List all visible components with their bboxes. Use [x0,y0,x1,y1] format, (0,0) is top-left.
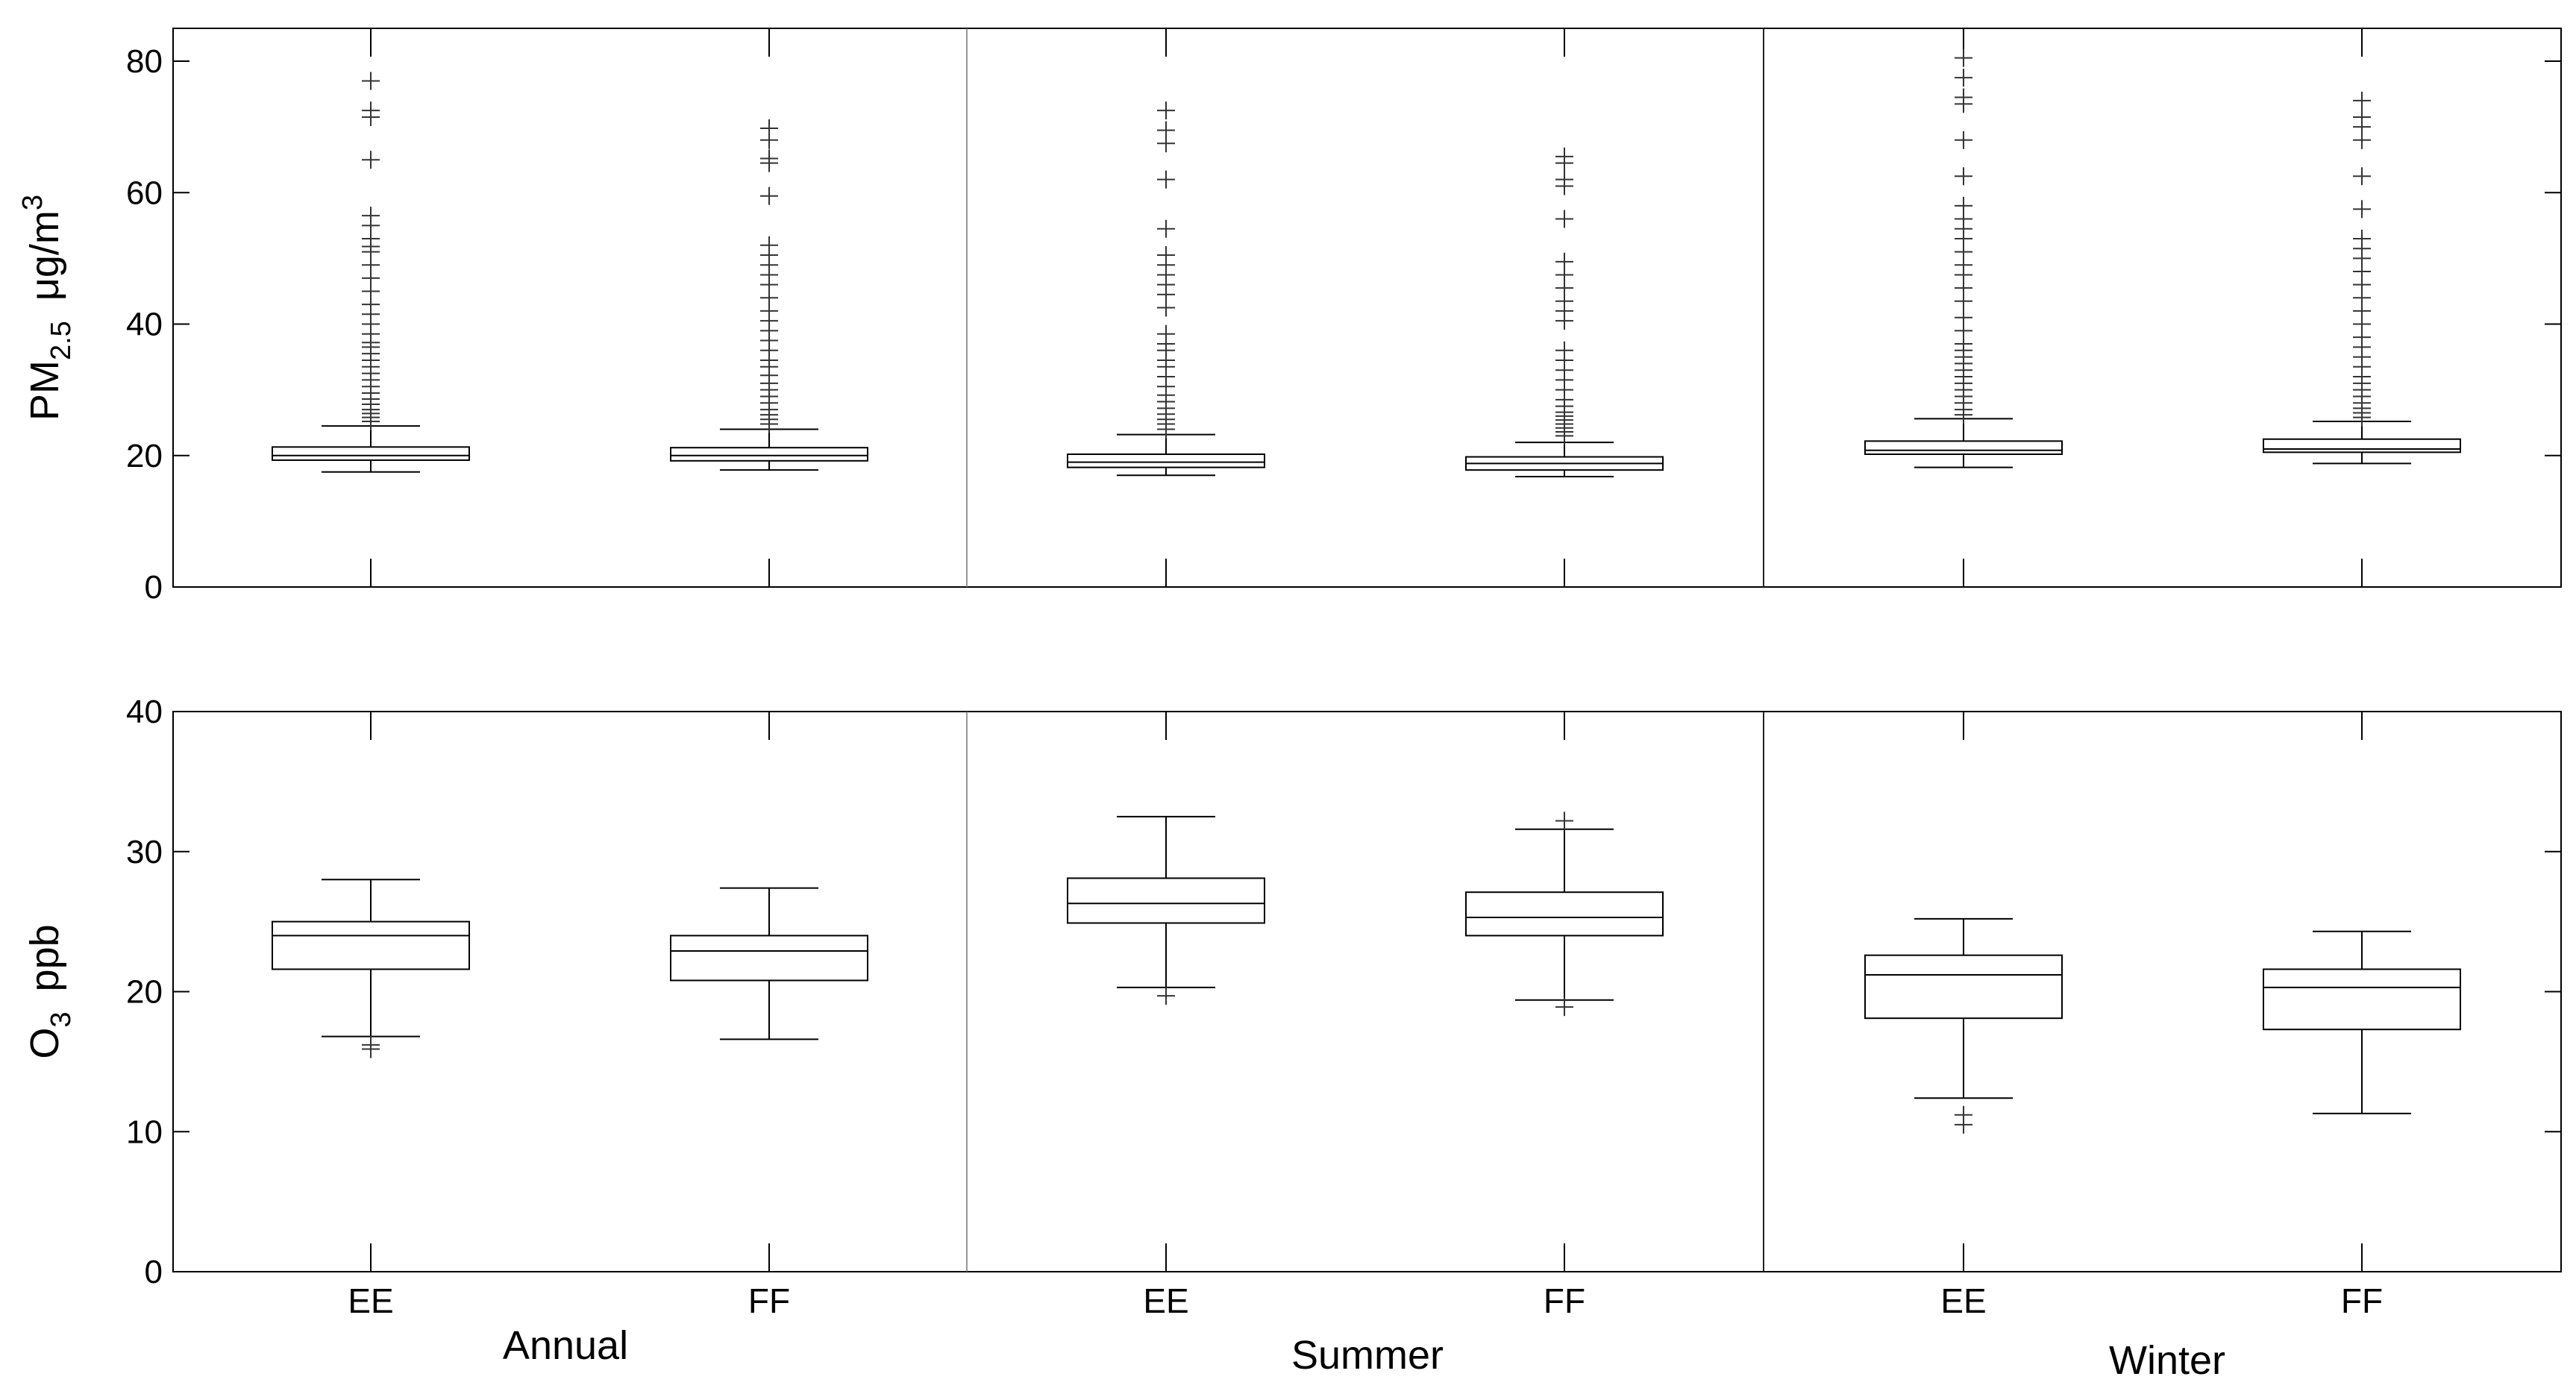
iqr-box [1864,440,2063,456]
box-summer-ff [1465,147,1664,477]
outlier-marker [1955,196,1972,215]
iqr-box [670,447,868,462]
group-label-summer: Summer [1291,1333,1444,1378]
y-axis-label: PM2.5 μg/m3 [17,195,77,421]
outlier-marker [362,151,380,169]
y-tick-label: 40 [126,307,163,343]
outlier-marker [2353,167,2371,186]
group-label-winter: Winter [2109,1338,2225,1383]
x-axis-labels: EE FF EE FF EE FF Annual Summer Winter [348,1281,2383,1383]
x-category-label: EE [348,1281,393,1320]
outlier-marker [1955,48,1972,67]
x-category-label: FF [748,1281,790,1320]
y-tick-label: 60 [126,175,163,211]
outlier-marker [362,72,380,90]
box-annual-ee [272,72,470,473]
y-tick-label: 30 [126,834,163,870]
y-axis-label-subscript: 2.5 [46,321,77,360]
outlier-marker [1555,252,1573,271]
outlier-marker [1157,246,1175,265]
box-summer-ff [1465,812,1664,1017]
box-annual-ee [272,879,470,1058]
group-label-annual: Annual [503,1323,628,1368]
outlier-marker [1555,210,1573,228]
outlier-marker [1955,69,1972,87]
y-axis-label-unit: ppb [22,924,67,1011]
outlier-marker [760,186,778,205]
iqr-box [1465,891,1664,937]
x-category-label: EE [1940,1281,1986,1320]
iqr-box [670,935,868,982]
x-category-label: EE [1143,1281,1188,1320]
iqr-box [1067,877,1265,924]
outlier-marker [362,1040,380,1058]
y-tick-label: 20 [126,974,163,1011]
outlier-marker [1157,121,1175,139]
iqr-box [1067,453,1265,468]
outlier-marker [760,236,778,254]
box-annual-ff [670,119,868,471]
outlier-marker [2353,91,2371,110]
iqr-box [2263,968,2461,1031]
iqr-box [1864,954,2063,1020]
plot-frame [172,28,2562,588]
outlier-marker [1555,170,1573,189]
y-tick-label: 10 [126,1114,163,1150]
x-category-label: FF [2341,1281,2383,1320]
y-tick-label: 80 [126,43,163,80]
y-axis-label-main: O [22,1028,67,1059]
y-axis-label-unit: μg/m [22,210,67,321]
outlier-marker [1157,101,1175,120]
outlier-marker [1555,341,1573,360]
iqr-box [272,446,470,461]
outlier-marker [1157,170,1175,189]
y-axis-label: O3 ppb [22,924,77,1058]
y-tick-label: 20 [126,438,163,474]
box-winter-ee [1864,48,2063,468]
box-winter-ff [2263,930,2461,1114]
box-summer-ee [1067,101,1265,477]
outlier-marker [1955,131,1972,149]
outlier-marker [1555,147,1573,166]
iqr-box [2263,438,2461,453]
y-tick-label: 0 [145,1254,163,1290]
outlier-marker [1157,987,1175,1005]
pm25-panel: 0 20 40 60 80 PM2.5 μg/m3 [17,28,2562,606]
y-axis-label-subscript: 3 [46,1011,77,1027]
o3-panel: 0 10 20 30 40 O3 ppb [22,694,2562,1290]
iqr-box [272,920,470,970]
y-axis-label-superscript: 3 [17,195,48,210]
outlier-marker [1555,998,1573,1017]
x-category-label: FF [1544,1281,1585,1320]
outlier-marker [2353,200,2371,219]
outlier-marker [362,101,380,120]
outlier-marker [760,149,778,168]
outlier-marker [1955,308,1972,327]
y-tick-label: 40 [126,694,163,730]
box-winter-ee [1864,917,2063,1134]
outlier-marker [1555,812,1573,830]
outlier-marker [1955,167,1972,186]
y-tick-label: 0 [145,569,163,606]
outlier-marker [1157,219,1175,238]
outlier-marker [2353,229,2371,248]
y-axis-label-main: PM [22,360,67,421]
outlier-marker [2353,107,2371,126]
box-winter-ff [2263,91,2461,465]
outlier-marker [362,207,380,225]
outlier-marker [1157,324,1175,343]
outlier-marker [1955,88,1972,107]
outlier-marker [760,119,778,137]
outlier-marker [1955,1115,1972,1134]
box-summer-ee [1067,815,1265,1005]
box-annual-ff [670,887,868,1040]
